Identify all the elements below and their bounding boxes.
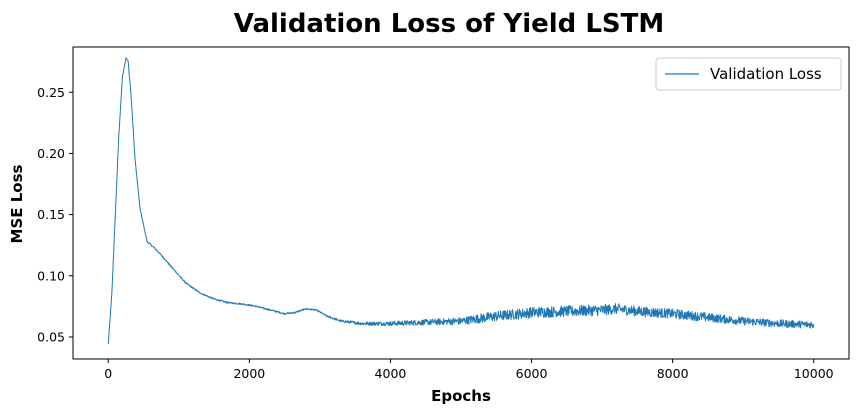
legend-box — [655, 57, 842, 91]
x-tick-label: 6000 — [516, 366, 548, 381]
plot-frame — [72, 46, 850, 360]
series-line-validation-loss — [107, 57, 815, 345]
x-tick-label: 0 — [104, 366, 112, 381]
x-tick-label: 10000 — [794, 366, 834, 381]
x-axis-label: Epochs — [431, 387, 491, 405]
legend: Validation Loss — [655, 57, 842, 91]
y-tick-label: 0.05 — [37, 329, 65, 344]
y-tick-label: 0.25 — [37, 85, 65, 100]
y-tick-label: 0.20 — [37, 146, 65, 161]
x-axis: 0 2000 4000 6000 8000 10000 — [104, 359, 834, 381]
y-tick-label: 0.10 — [37, 268, 65, 283]
x-tick-label: 8000 — [657, 366, 689, 381]
y-axis: 0.05 0.10 0.15 0.20 0.25 — [37, 85, 73, 344]
x-tick-label: 2000 — [233, 366, 265, 381]
plot-area — [107, 57, 815, 345]
legend-label: Validation Loss — [710, 65, 822, 83]
y-tick-label: 0.15 — [37, 207, 65, 222]
chart-title: Validation Loss of Yield LSTM — [234, 9, 665, 39]
y-axis-label: MSE Loss — [8, 164, 26, 243]
x-tick-label: 4000 — [375, 366, 407, 381]
